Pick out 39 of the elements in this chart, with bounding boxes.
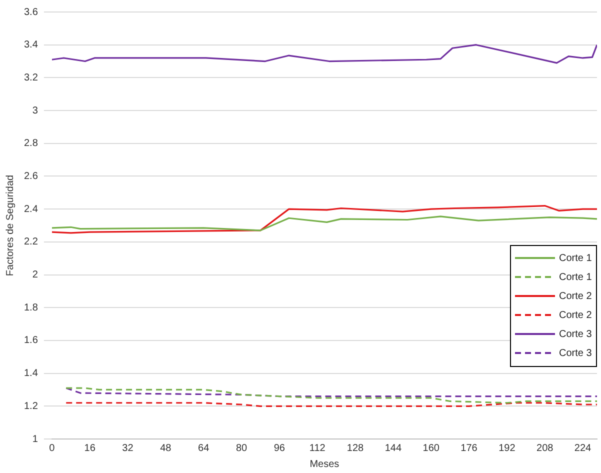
x-tick-label: 176 (460, 442, 478, 454)
x-tick-label: 128 (346, 442, 364, 454)
y-tick-label: 1.4 (24, 368, 38, 380)
x-tick-label: 224 (574, 442, 592, 454)
y-tick-label: 3 (32, 105, 38, 116)
y-tick-label: 2.8 (24, 138, 38, 150)
x-axis-title: Meses (310, 458, 340, 470)
x-tick-label: 48 (160, 442, 172, 454)
legend-label: Corte 1 (559, 272, 592, 282)
y-axis-title: Factores de Seguridad (4, 174, 16, 276)
legend-label: Corte 3 (559, 348, 592, 358)
y-tick-label: 2.6 (24, 170, 38, 182)
x-tick-label: 0 (49, 442, 56, 454)
x-tick-label: 160 (422, 442, 440, 454)
y-tick-label: 3.2 (24, 72, 38, 84)
x-tick-label: 144 (384, 442, 402, 454)
y-tick-label: 2 (32, 270, 38, 281)
legend-label: Corte 2 (559, 290, 592, 302)
y-tick-label: 3.4 (24, 40, 38, 51)
x-tick-label: 208 (536, 442, 554, 454)
y-tick-label: 2.2 (24, 236, 38, 248)
y-tick-label: 3.6 (24, 6, 38, 18)
legend-label: Corte 1 (559, 252, 592, 264)
y-tick-label: 2.4 (24, 204, 38, 215)
x-tick-label: 32 (122, 442, 134, 454)
y-tick-label: 1.6 (24, 335, 38, 346)
y-tick-label: 1.8 (24, 302, 38, 314)
legend-label: Corte 3 (559, 328, 592, 340)
x-tick-label: 192 (498, 442, 516, 454)
y-tick-label: 1.2 (24, 400, 38, 412)
x-tick-label: 64 (198, 442, 210, 454)
x-tick-label: 16 (84, 442, 96, 454)
legend-label: Corte 2 (559, 310, 592, 320)
x-tick-label: 96 (274, 442, 286, 454)
y-tick-label: 1 (32, 434, 38, 445)
line-series (65, 387, 597, 398)
x-tick-label: 112 (309, 442, 326, 454)
line-series (65, 387, 597, 404)
x-tick-label: 80 (236, 442, 248, 454)
